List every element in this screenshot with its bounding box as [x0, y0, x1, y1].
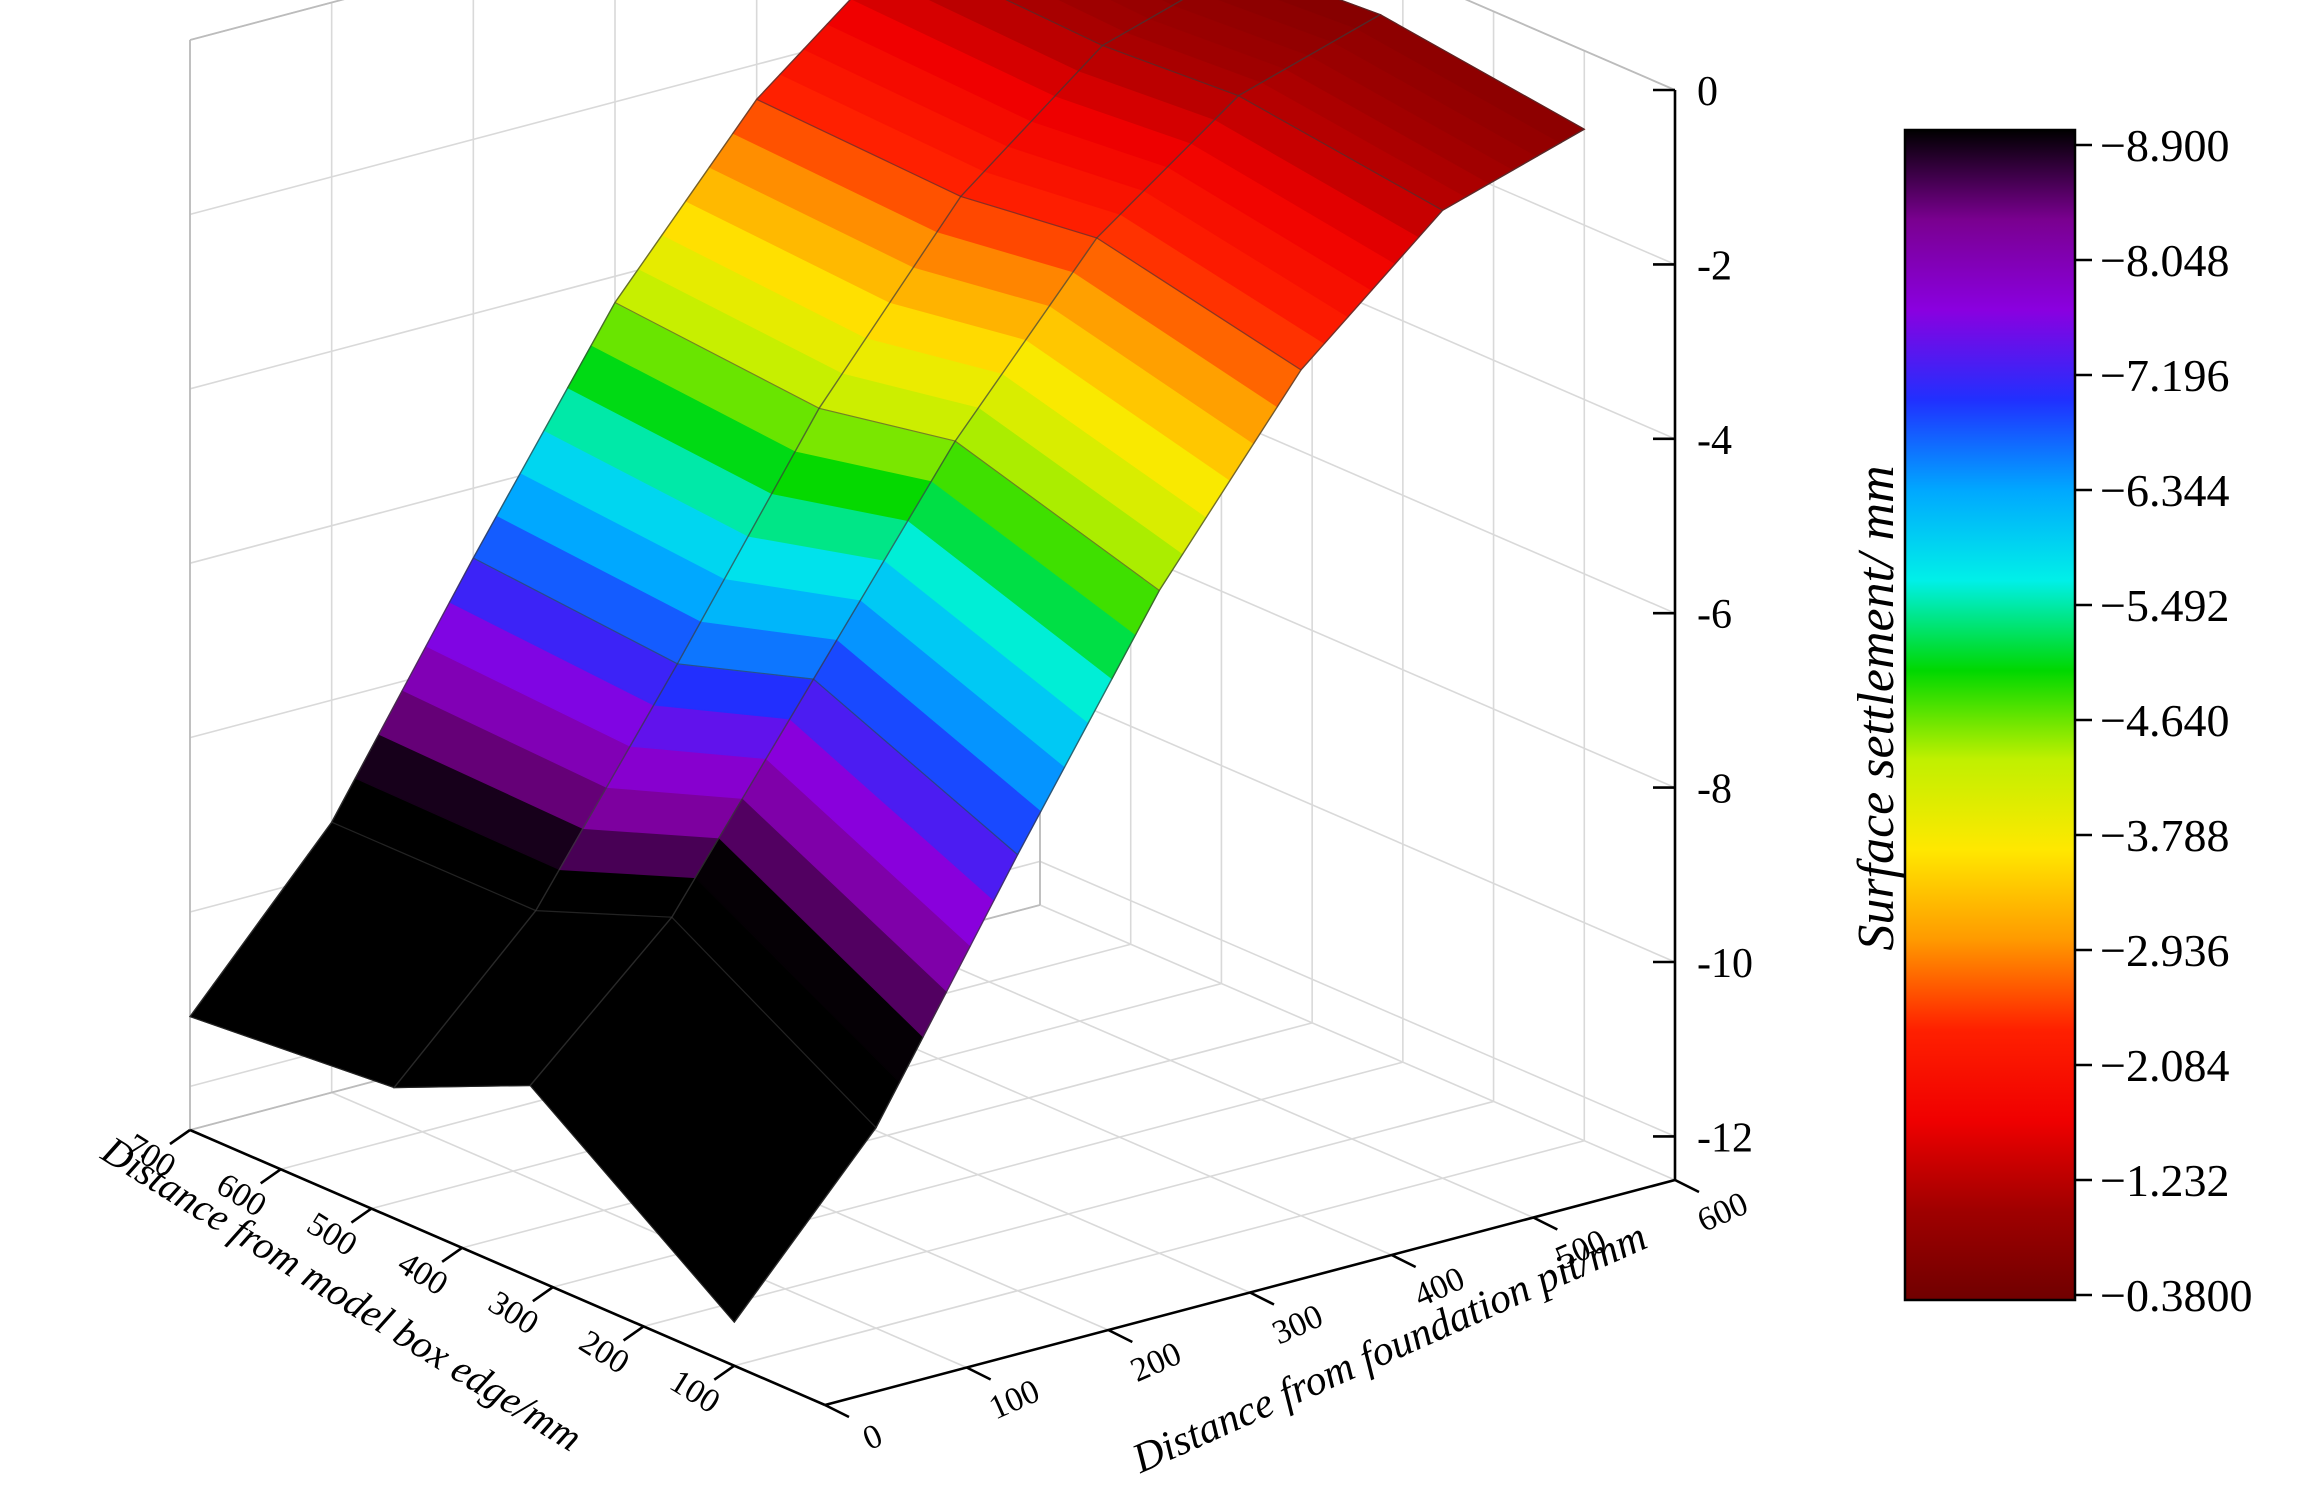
colorbar-label-0: −8.900 [2100, 120, 2229, 171]
x-tick-mark-2 [1107, 1328, 1133, 1344]
x-tick-label-2: 200 [1125, 1335, 1187, 1390]
box-edge-1 [189, 0, 345, 41]
z-tick-label-0: 0 [1697, 69, 1718, 115]
y-tick-label-2: 300 [482, 1284, 545, 1342]
surface-cell [1161, 0, 1184, 6]
colorbar-label-9: −1.232 [2100, 1155, 2229, 1206]
x-tick-mark-0 [824, 1403, 850, 1419]
floor-grid-x-5 [898, 941, 1534, 1219]
x-tick-label-6: 600 [1692, 1185, 1754, 1240]
box-edge-4 [1464, 0, 1676, 91]
y-tick-mark-0 [713, 1364, 736, 1381]
surface-plot [189, 0, 1586, 1324]
x-const-line-4 [756, 98, 1302, 371]
surface-cell [463, 968, 626, 1002]
colorbar-label-2: −7.196 [2100, 350, 2229, 401]
z-axis-title: Surface settlement/ mm [1848, 465, 1905, 950]
floor-grid-y-3 [461, 1022, 1313, 1249]
x-tick-mark-6 [1674, 1178, 1700, 1194]
y-axis-line [189, 1128, 826, 1407]
surface-cell [487, 939, 650, 974]
colorbar-label-7: −2.936 [2100, 925, 2229, 976]
x-const-line-3 [614, 301, 1160, 591]
surface-strip-0 [189, 0, 1184, 1089]
y-tick-label-1: 200 [573, 1323, 636, 1381]
x-const-line-0 [189, 1016, 735, 1323]
colorbar-label-3: −6.344 [2100, 465, 2229, 516]
floor-grid-x-1 [331, 1091, 967, 1369]
colorbar-ticks: −8.900 −8.048 −7.196 −6.344 −5.492 −4.640 −3.7… [2075, 120, 2252, 1321]
colorbar-label-5: −4.640 [2100, 695, 2229, 746]
colorbar-label-8: −2.084 [2100, 1040, 2229, 1091]
y-tick-mark-6 [169, 1128, 191, 1146]
colorbar-legend: −8.900 −8.048 −7.196 −6.344 −5.492 −4.640 −3.7… [1903, 120, 2252, 1321]
colorbar-label-1: −8.048 [2100, 235, 2229, 286]
surface-strip-1 [392, 0, 1382, 1089]
x-tick-label-1: 100 [984, 1373, 1046, 1428]
y-tick-label-3: 400 [391, 1245, 454, 1303]
z-tick-label-2: -4 [1697, 418, 1732, 464]
side-grid-z-6 [1039, 860, 1676, 1138]
x-tick-mark-4 [1391, 1253, 1417, 1269]
floor-grid-x-6 [1039, 904, 1676, 1181]
z-tick-label-1: -2 [1697, 243, 1732, 289]
floor-grid-y-1 [643, 1100, 1494, 1328]
x-tick-mark-1 [966, 1366, 992, 1381]
z-tick-label-4: -8 [1697, 767, 1732, 813]
x-tick-label-3: 300 [1267, 1298, 1329, 1353]
x-const-line-6 [1338, 0, 1585, 130]
x-tick-mark-3 [1249, 1291, 1275, 1306]
surface-cell [392, 1056, 556, 1089]
floor-grid-y-0 [734, 1139, 1585, 1367]
z-tick-label-5: -10 [1697, 941, 1753, 987]
y-tick-mark-2 [532, 1286, 554, 1303]
y-tick-mark-4 [350, 1207, 373, 1224]
colorbar-label-10: −0.3800 [2100, 1270, 2252, 1321]
side-grid-z-5 [1039, 686, 1676, 963]
y-tick-label-0: 100 [663, 1363, 726, 1421]
x-tick-mark-5 [1532, 1216, 1558, 1231]
x-const-line-5 [1005, 0, 1443, 211]
colorbar-gradient [1903, 128, 2077, 1302]
x-const-line-1 [331, 821, 877, 1129]
x-const-line-2 [473, 557, 1018, 856]
colorbar-label-4: −5.492 [2100, 580, 2229, 631]
surface-strip-2 [529, 13, 1586, 1324]
z-tick-label-3: -6 [1697, 592, 1732, 638]
surface-cell [440, 998, 603, 1031]
y-tick-mark-3 [441, 1246, 463, 1263]
surface-cell [416, 1027, 579, 1059]
y-tick-mark-1 [622, 1325, 645, 1342]
z-tick-label-6: -12 [1697, 1115, 1753, 1161]
colorbar-label-6: −3.788 [2100, 810, 2229, 861]
y-tick-mark-5 [259, 1168, 282, 1185]
x-tick-label-0: 0 [857, 1417, 888, 1458]
